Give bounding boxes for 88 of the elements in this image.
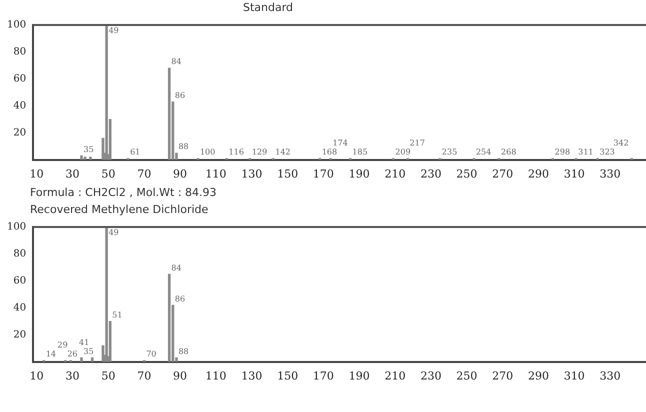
annotation: 185 (352, 148, 368, 157)
annotation: 342 (613, 138, 629, 148)
annotation: 49 (108, 26, 119, 36)
annotation: 142 (275, 148, 291, 157)
annotation: 84 (171, 263, 182, 272)
x-tick-label: 210 (384, 167, 406, 180)
y-tick-label: 20 (13, 127, 26, 138)
annotation: 49 (108, 228, 119, 238)
x-tick-label: 30 (66, 167, 80, 180)
chart-title: Recovered Methylene Dichloride (29, 202, 210, 218)
x-tick-label: 150 (277, 369, 298, 382)
y-tick-label: 100 (6, 222, 26, 233)
x-tick-label: 310 (564, 167, 585, 180)
y-tick-label: 40 (13, 302, 26, 314)
x-tick-label: 90 (173, 167, 188, 180)
annotation: 88 (178, 142, 189, 152)
annotation: 116 (228, 148, 244, 157)
x-tick-label: 90 (173, 369, 188, 382)
annotation: 88 (178, 346, 189, 356)
y-tick-label: 80 (13, 46, 26, 58)
x-tick-label: 290 (528, 167, 549, 180)
annotation: 217 (410, 138, 425, 148)
annotation: 70 (146, 350, 156, 359)
x-tick-label: 330 (600, 369, 621, 382)
x-tick-label: 310 (564, 369, 585, 382)
annotation: 100 (200, 148, 216, 157)
x-tick-label: 230 (420, 369, 442, 382)
text: Formula : CH2Cl2 , Mol.Wt : 84.93 (29, 185, 218, 201)
y-tick-label: 100 (6, 20, 26, 31)
x-tick-label: 190 (348, 369, 370, 382)
x-tick-label: 250 (456, 167, 478, 180)
x-tick-label: 30 (66, 369, 80, 382)
annotation: 209 (395, 148, 411, 157)
bar (84, 156, 86, 160)
y-tick-label: 60 (13, 74, 26, 85)
x-tick-label: 190 (348, 167, 370, 180)
x-tick-label: 130 (241, 167, 262, 180)
x-tick-label: 290 (528, 369, 549, 382)
x-tick-label: 210 (384, 369, 406, 382)
x-tick-label: 270 (492, 369, 514, 382)
annotation: 311 (578, 148, 594, 157)
annotation: 268 (501, 148, 516, 157)
bar (168, 68, 171, 160)
bar (89, 156, 92, 160)
x-tick-label: 230 (420, 167, 442, 180)
y-tick-label: 40 (13, 100, 26, 112)
annotation: 35 (83, 144, 94, 154)
bar (105, 227, 108, 362)
x-tick-label: 70 (137, 167, 152, 180)
x-tick-label: 250 (456, 369, 478, 382)
chart-title: Standard (242, 0, 294, 16)
bar (105, 25, 108, 160)
annotation: 26 (67, 350, 78, 359)
x-tick-label: 110 (205, 369, 226, 382)
annotation: 254 (476, 148, 492, 157)
x-tick-label: 270 (492, 167, 514, 180)
bar (80, 155, 83, 160)
x-tick-label: 50 (101, 167, 116, 180)
bar (80, 357, 83, 362)
x-tick-label: 130 (241, 369, 262, 382)
annotation: 84 (171, 57, 182, 66)
y-tick-label: 60 (13, 276, 26, 287)
bar (168, 274, 171, 362)
x-tick-label: 170 (312, 167, 334, 180)
annotation: 129 (252, 148, 268, 157)
annotation: 51 (112, 310, 122, 320)
y-tick-label: 80 (13, 248, 26, 260)
annotation: 86 (174, 294, 186, 304)
x-tick-label: 170 (312, 369, 334, 382)
x-tick-label: 10 (30, 167, 44, 180)
annotation: 235 (442, 148, 458, 157)
annotation: 323 (600, 148, 615, 157)
x-tick-label: 330 (600, 167, 621, 180)
x-tick-label: 110 (205, 167, 226, 180)
annotation: 14 (46, 350, 56, 359)
annotation: 61 (130, 148, 140, 157)
x-tick-label: 150 (277, 167, 298, 180)
annotation: 35 (83, 346, 94, 356)
x-tick-label: 10 (30, 369, 44, 382)
annotation: 29 (58, 340, 68, 350)
x-tick-label: 70 (137, 369, 152, 382)
annotation: 168 (322, 148, 338, 157)
annotation: 298 (554, 148, 570, 157)
annotation: 174 (332, 138, 348, 148)
y-tick-label: 20 (13, 329, 26, 340)
x-tick-label: 50 (101, 369, 116, 382)
annotation: 41 (79, 338, 90, 347)
annotation: 86 (174, 90, 186, 100)
